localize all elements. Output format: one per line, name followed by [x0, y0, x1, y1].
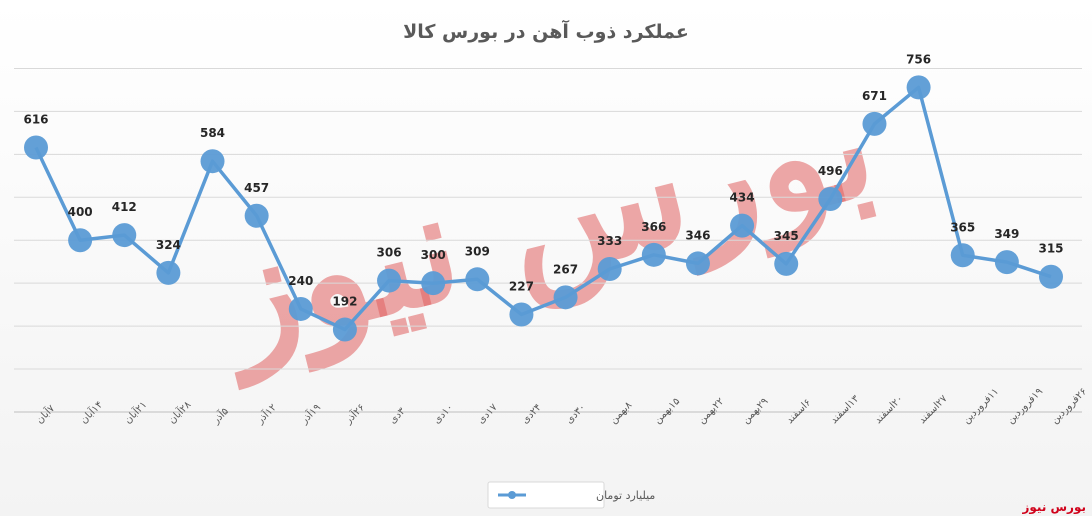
data-label: 366 [641, 220, 666, 234]
data-point [112, 223, 137, 248]
legend-marker [508, 491, 516, 499]
data-label: 315 [1038, 242, 1063, 256]
data-label: 309 [465, 244, 490, 258]
x-tick-label: ۲۶فروردین [1049, 386, 1089, 426]
gridlines [14, 67, 1082, 413]
x-tick-label: ۱۳اسفند [829, 393, 862, 426]
data-label: 346 [685, 228, 710, 242]
data-points [24, 75, 1063, 342]
data-label: 365 [950, 220, 975, 234]
legend-box [487, 481, 605, 509]
x-tick-label: ۱۹آذر [297, 401, 323, 427]
data-label: 457 [244, 181, 269, 195]
x-tick-label: ۱۱فروردین [961, 386, 1001, 426]
data-point [1039, 264, 1063, 289]
x-tick-label: ۳دی [387, 405, 408, 426]
data-point [994, 250, 1019, 275]
data-label: 227 [509, 280, 534, 294]
x-tick-label: ۸بهمن [608, 399, 635, 426]
data-point [597, 257, 622, 282]
data-label: 434 [730, 191, 755, 205]
data-point [244, 203, 269, 228]
data-label: 240 [288, 274, 313, 288]
brand-logo-text: بورس نیوز [1022, 500, 1086, 514]
data-point [862, 111, 887, 136]
x-tick-label: ۱۹فروردین [1005, 386, 1045, 426]
data-label: 400 [68, 205, 93, 219]
data-point [68, 228, 93, 253]
data-point [553, 285, 578, 310]
x-tick-label: ۲۹بهمن [740, 396, 770, 426]
data-point [156, 260, 181, 285]
data-point [200, 149, 225, 174]
data-label: 333 [597, 234, 622, 248]
data-label: 300 [421, 248, 446, 262]
x-tick-label: ۷آبان [33, 401, 58, 426]
data-label: 496 [818, 164, 843, 178]
data-point [950, 243, 975, 268]
x-tick-label: ۱۰دی [432, 402, 456, 426]
data-label: 616 [23, 112, 48, 126]
data-point [641, 242, 666, 267]
x-tick-label: ۲۴دی [520, 402, 544, 426]
x-tick-label: ۱۵بهمن [652, 396, 682, 426]
data-point [906, 75, 931, 100]
x-tick-label: ۳۰دی [564, 402, 588, 426]
data-point [377, 268, 402, 293]
data-point [332, 317, 357, 342]
data-label: 192 [332, 295, 357, 309]
data-label: 267 [553, 262, 578, 276]
data-point [421, 271, 446, 296]
data-labels: 616 400 412 324 584 457 240 192 306 300 309 227 267 3… [23, 52, 1063, 308]
x-tick-label: ۲۰اسفند [873, 393, 906, 426]
data-label: 306 [377, 246, 402, 260]
data-label: 324 [156, 238, 181, 252]
data-label: 756 [906, 52, 931, 66]
watermark-text: بورس نیوز [195, 54, 891, 390]
data-point [288, 296, 313, 321]
data-point [465, 267, 490, 292]
data-label: 349 [994, 227, 1019, 241]
data-point [730, 213, 755, 238]
data-label: 412 [112, 200, 137, 214]
x-tick-label: ۱۷دی [476, 402, 501, 427]
data-point [774, 251, 799, 276]
data-point [685, 251, 710, 276]
data-label: 584 [200, 126, 225, 140]
data-label: 671 [862, 89, 887, 103]
data-label: 345 [774, 229, 799, 243]
data-point [509, 302, 534, 327]
data-point [818, 187, 843, 212]
x-tick-label: ۲۶آذر [341, 401, 367, 427]
x-tick-label: ۵آذر [209, 405, 231, 427]
legend-series-name: میلیارد تومان [596, 489, 655, 502]
x-tick-label: ۲۷اسفند [917, 393, 950, 426]
x-tick-label: ۲۲بهمن [696, 396, 726, 426]
chart-title: عملکرد ذوب آهن در بورس کالا [403, 19, 689, 43]
watermark: بورس نیوز [195, 54, 891, 390]
legend: میلیارد تومان [487, 481, 655, 509]
data-point [24, 135, 48, 160]
x-tick-label: ۱۲آذر [253, 401, 279, 427]
